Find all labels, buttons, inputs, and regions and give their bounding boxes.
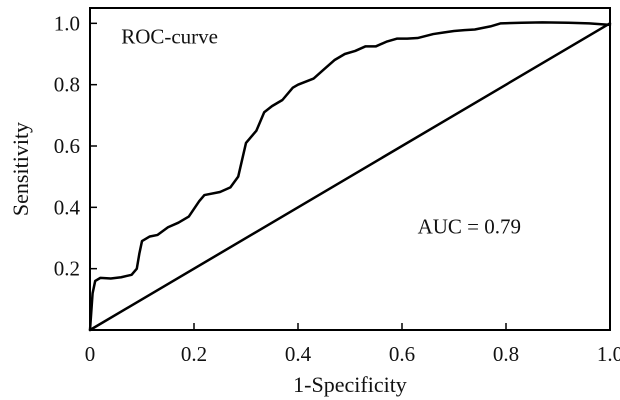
y-tick-label: 0.2	[54, 257, 80, 281]
x-axis-label: 1-Specificity	[293, 372, 407, 397]
x-tick-label: 0.8	[493, 342, 519, 366]
y-tick-label: 0.8	[54, 73, 80, 97]
x-tick-label: 0.4	[285, 342, 312, 366]
annotations: ROC-curve AUC = 0.79	[121, 25, 521, 239]
auc-label: AUC = 0.79	[418, 215, 521, 239]
x-tick-label: 0.6	[389, 342, 415, 366]
roc-line	[88, 21, 612, 332]
diagonal-line	[88, 22, 612, 332]
x-axis: 0 0.2 0.4 0.6 0.8 1.0	[85, 323, 620, 366]
x-tick-label: 0	[85, 342, 96, 366]
y-tick-label: 1.0	[54, 11, 80, 35]
y-tick-label: 0.4	[54, 195, 81, 219]
x-tick-label: 0.2	[181, 342, 207, 366]
series-layer	[88, 21, 612, 332]
roc-label: ROC-curve	[121, 25, 218, 49]
y-axis-label: Sensitivity	[8, 122, 33, 216]
plot-frame	[89, 7, 611, 331]
y-axis: 0.2 0.4 0.6 0.8 1.0	[54, 11, 97, 281]
y-tick-label: 0.6	[54, 134, 80, 158]
x-tick-label: 1.0	[597, 342, 620, 366]
